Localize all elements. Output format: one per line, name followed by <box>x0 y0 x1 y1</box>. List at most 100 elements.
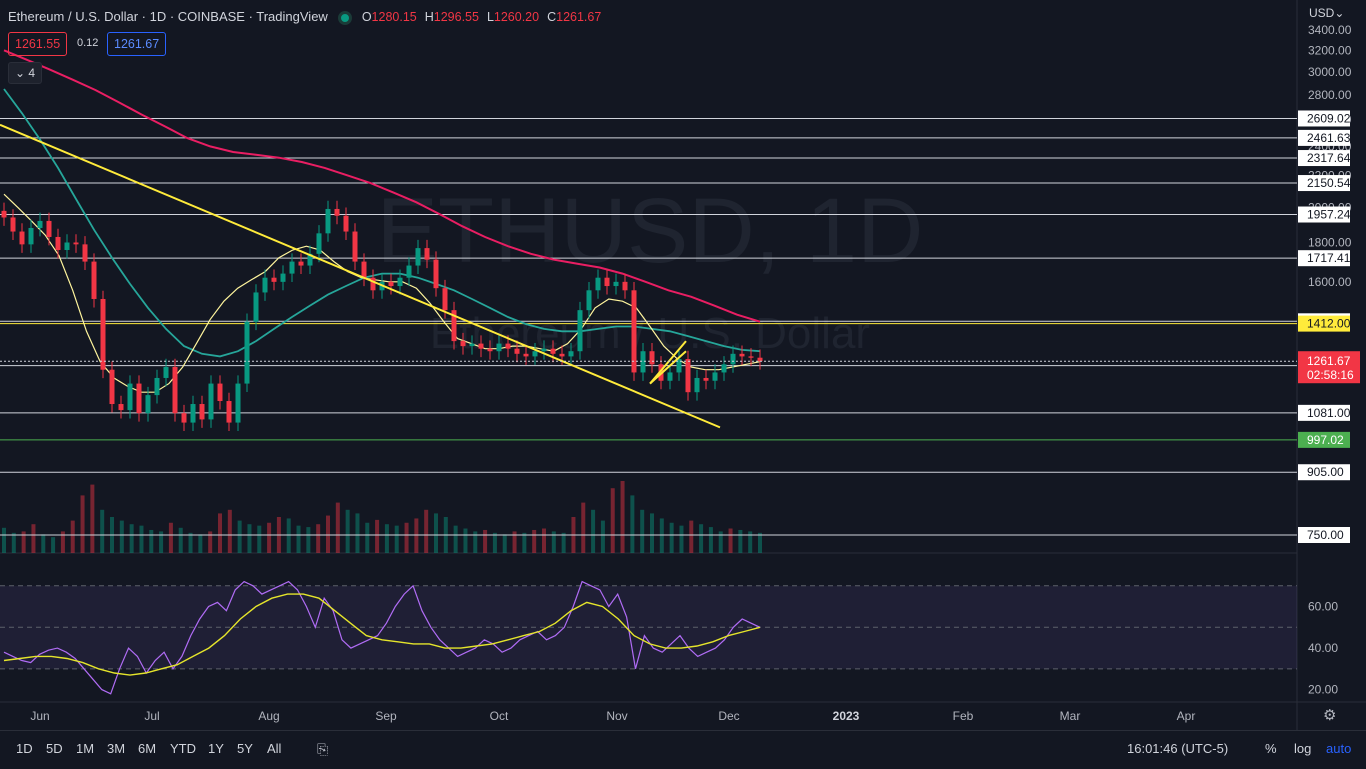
candle-body <box>559 353 565 357</box>
candle-body <box>280 273 286 282</box>
candle-body <box>361 261 367 278</box>
volume-bar <box>178 527 183 553</box>
candle-body <box>388 281 394 287</box>
candle-body <box>694 377 700 393</box>
volume-bar <box>640 509 645 553</box>
candle-body <box>739 353 745 357</box>
candle-body <box>460 341 466 347</box>
bottom-toolbar: 1D 5D 1M 3M 6M YTD 1Y 5Y All ⎘ 16:01:46 (UTC-5) … <box>0 730 1366 769</box>
candle-body <box>541 348 547 352</box>
gear-icon[interactable]: ⚙ <box>1323 707 1337 724</box>
candle-body <box>532 351 538 357</box>
price-level-tag <box>1298 206 1350 223</box>
x-tick-label: Apr <box>1177 709 1196 723</box>
buy-button[interactable]: 1261.67 <box>107 32 167 56</box>
volume-bar <box>542 528 546 553</box>
candle-body <box>190 404 196 423</box>
rsi-tick-label: 20.00 <box>1308 683 1338 697</box>
volume-bar <box>718 531 723 553</box>
volume-bar <box>630 495 635 553</box>
candle-body <box>667 372 673 381</box>
candle-body <box>757 357 763 362</box>
rsi-tick-label: 40.00 <box>1308 641 1338 655</box>
ohlc-key: H <box>424 10 434 24</box>
timeframe-ytd[interactable]: YTD <box>170 741 196 756</box>
price-level-tag <box>1298 250 1350 267</box>
volume-bar <box>41 534 46 553</box>
candle-body <box>415 248 421 266</box>
y-tick-label: 2800.00 <box>1308 88 1352 102</box>
x-tick-label: Jun <box>30 709 49 723</box>
volume-bar <box>11 532 16 553</box>
trendline-wedge-upper <box>649 340 687 385</box>
volume-bar <box>335 502 340 553</box>
timeframe-1y[interactable]: 1Y <box>208 741 224 756</box>
candle-body <box>586 290 592 311</box>
price-level-label: 2317.64 <box>1307 151 1351 165</box>
candle-body <box>496 343 502 352</box>
candle-body <box>613 281 619 287</box>
volume-bar <box>758 532 762 553</box>
ohlc-value: 1261.67 <box>556 10 602 24</box>
indicators-toggle[interactable]: ⌄ 4 <box>8 62 43 84</box>
volume-bar <box>2 527 6 553</box>
volume-bar <box>188 532 193 553</box>
price-level-tag <box>1298 431 1350 448</box>
volume-bar <box>227 509 232 553</box>
x-tick-label: Mar <box>1060 709 1081 723</box>
candle-body <box>226 401 232 423</box>
candle-body <box>577 310 583 352</box>
timeframe-1d[interactable]: 1D <box>16 741 33 756</box>
last-price-tag <box>1298 351 1360 384</box>
y-tick-label: 1800.00 <box>1308 235 1352 249</box>
candle-body <box>505 343 511 349</box>
candle-body <box>73 242 79 245</box>
volume-bar <box>296 525 301 553</box>
candle-body <box>217 383 223 402</box>
price-level-tag <box>1298 110 1350 127</box>
candle-body <box>334 208 340 216</box>
sell-button[interactable]: 1261.55 <box>8 32 68 56</box>
price-level-label: 2461.63 <box>1307 131 1351 145</box>
candle-body <box>46 220 52 237</box>
y-tick-label: 3400.00 <box>1308 23 1352 37</box>
volume-bar <box>21 531 26 553</box>
candle-body <box>604 277 610 287</box>
x-tick-label: Nov <box>606 709 627 723</box>
x-tick-label: Feb <box>953 709 974 723</box>
candle-body <box>37 220 43 228</box>
candle-body <box>181 413 187 423</box>
volume-bar <box>483 529 488 553</box>
candle-body <box>712 372 718 381</box>
timeframe-5d[interactable]: 5D <box>46 741 63 756</box>
timeframe-3m[interactable]: 3M <box>107 741 126 756</box>
candle-body <box>631 290 637 373</box>
volume-bar <box>247 524 252 553</box>
percent-toggle[interactable]: % <box>1265 741 1277 756</box>
volume-bar <box>208 531 213 553</box>
candle-body <box>307 253 313 266</box>
log-toggle[interactable]: log <box>1294 741 1312 756</box>
auto-toggle[interactable]: auto <box>1326 741 1352 756</box>
currency-menu[interactable]: USD⌄ <box>1309 6 1345 20</box>
candle-body <box>145 395 151 414</box>
ohlc-key: O <box>361 10 372 24</box>
volume-bar <box>404 522 409 553</box>
timeframe-all[interactable]: All <box>267 741 282 756</box>
timeframe-6m[interactable]: 6M <box>138 741 157 756</box>
price-chart[interactable]: ETHUSD, 1D Ethereum / U.S. Dollar Jun Jul Au… <box>0 0 1366 730</box>
price-level-label: 2609.02 <box>1307 111 1351 125</box>
candle-body <box>685 359 691 393</box>
timeframe-5y[interactable]: 5Y <box>237 741 253 756</box>
market-status-icon <box>337 10 352 25</box>
candle-body <box>298 261 304 266</box>
candle-body <box>730 353 736 365</box>
replay-icon[interactable]: ⎘ <box>317 741 329 757</box>
timeframe-1m[interactable]: 1M <box>76 741 95 756</box>
ohlc-key: C <box>547 10 557 24</box>
candle-body <box>469 343 475 347</box>
candle-body <box>640 351 646 373</box>
ohlc-value: 1260.20 <box>493 10 540 24</box>
volume-bar <box>551 531 556 553</box>
candle-body <box>325 208 331 234</box>
